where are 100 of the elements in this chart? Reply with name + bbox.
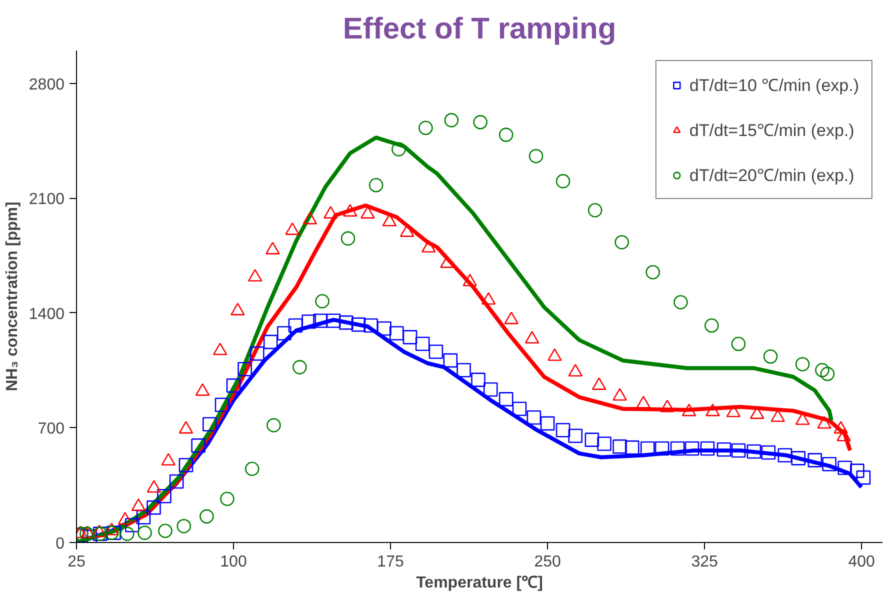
point xyxy=(731,443,746,458)
point xyxy=(838,460,852,476)
point xyxy=(292,360,307,374)
point xyxy=(614,235,630,250)
point xyxy=(443,353,458,368)
x-tick-label: 250 xyxy=(534,554,561,570)
point xyxy=(125,518,140,532)
point xyxy=(415,336,430,352)
point xyxy=(340,231,356,246)
point xyxy=(778,448,792,462)
x-tick-label: 100 xyxy=(220,554,247,570)
point xyxy=(584,432,600,447)
point xyxy=(364,318,378,333)
point xyxy=(540,416,555,431)
point xyxy=(684,441,700,456)
point xyxy=(418,120,433,136)
point xyxy=(791,451,806,466)
point xyxy=(624,440,640,455)
point xyxy=(176,518,192,534)
point xyxy=(746,444,762,459)
point xyxy=(588,203,602,218)
point xyxy=(646,265,660,280)
point xyxy=(377,321,392,336)
point xyxy=(670,441,685,456)
point xyxy=(597,436,612,451)
legend-label: dT/dt=20℃/min (exp.) xyxy=(689,165,854,186)
x-tick-label: 25 xyxy=(68,554,86,570)
point xyxy=(761,445,776,460)
point xyxy=(226,378,241,393)
y-tick-label: 0 xyxy=(56,536,65,552)
point xyxy=(612,439,627,454)
point xyxy=(392,142,406,156)
point xyxy=(512,402,527,416)
point xyxy=(80,526,94,541)
point xyxy=(146,500,161,515)
point xyxy=(498,392,514,406)
point xyxy=(368,178,384,192)
point xyxy=(822,456,836,472)
point xyxy=(444,113,459,128)
point xyxy=(244,462,260,476)
point xyxy=(526,410,542,425)
point xyxy=(850,464,864,478)
point xyxy=(402,330,418,344)
point xyxy=(654,441,670,456)
point xyxy=(250,346,264,361)
point xyxy=(856,470,871,485)
point xyxy=(498,128,514,142)
legend-label: dT/dt=10 ℃/min (exp.) xyxy=(689,75,859,96)
point xyxy=(169,474,184,489)
point xyxy=(220,492,234,506)
point xyxy=(120,526,134,541)
x-tick-label: 400 xyxy=(848,554,876,570)
point xyxy=(238,362,252,376)
point xyxy=(795,357,810,372)
point xyxy=(214,398,230,412)
point xyxy=(138,526,152,540)
point xyxy=(351,317,366,332)
point xyxy=(471,372,486,387)
point xyxy=(338,315,354,330)
point xyxy=(202,417,217,432)
point xyxy=(288,318,303,333)
point xyxy=(731,336,746,352)
point xyxy=(716,442,732,457)
point xyxy=(277,326,292,340)
point xyxy=(266,418,281,432)
point xyxy=(700,441,715,456)
y-tick-label: 2100 xyxy=(28,191,65,208)
point xyxy=(528,148,544,164)
point xyxy=(178,458,194,472)
point xyxy=(191,438,206,453)
point xyxy=(428,344,444,359)
y-tick-label: 700 xyxy=(38,420,65,438)
point xyxy=(704,318,719,333)
legend-label: dT/dt=15℃/min (exp.) xyxy=(689,120,854,141)
point xyxy=(556,174,570,188)
x-tick-label: 175 xyxy=(377,554,404,570)
point xyxy=(136,510,151,524)
point xyxy=(763,349,778,364)
point xyxy=(473,115,488,130)
point xyxy=(315,294,330,308)
y-tick-label: 2800 xyxy=(28,76,65,94)
point xyxy=(820,366,835,382)
point xyxy=(158,524,172,538)
point xyxy=(556,423,570,438)
y-axis-title: NH₃ concentration [ppm] xyxy=(4,202,21,392)
x-tick-label: 325 xyxy=(691,554,718,570)
point xyxy=(157,488,172,504)
point xyxy=(483,382,498,397)
point xyxy=(389,326,404,340)
chart-title: Effect of T ramping xyxy=(342,12,616,46)
point xyxy=(808,453,822,468)
point xyxy=(568,428,583,444)
point xyxy=(674,295,688,310)
point xyxy=(200,509,214,524)
point xyxy=(263,334,278,350)
point xyxy=(456,362,471,378)
point xyxy=(302,314,316,329)
y-tick-label: 1400 xyxy=(28,306,65,323)
point xyxy=(815,363,830,378)
x-axis-title: Temperature [℃] xyxy=(416,574,543,592)
